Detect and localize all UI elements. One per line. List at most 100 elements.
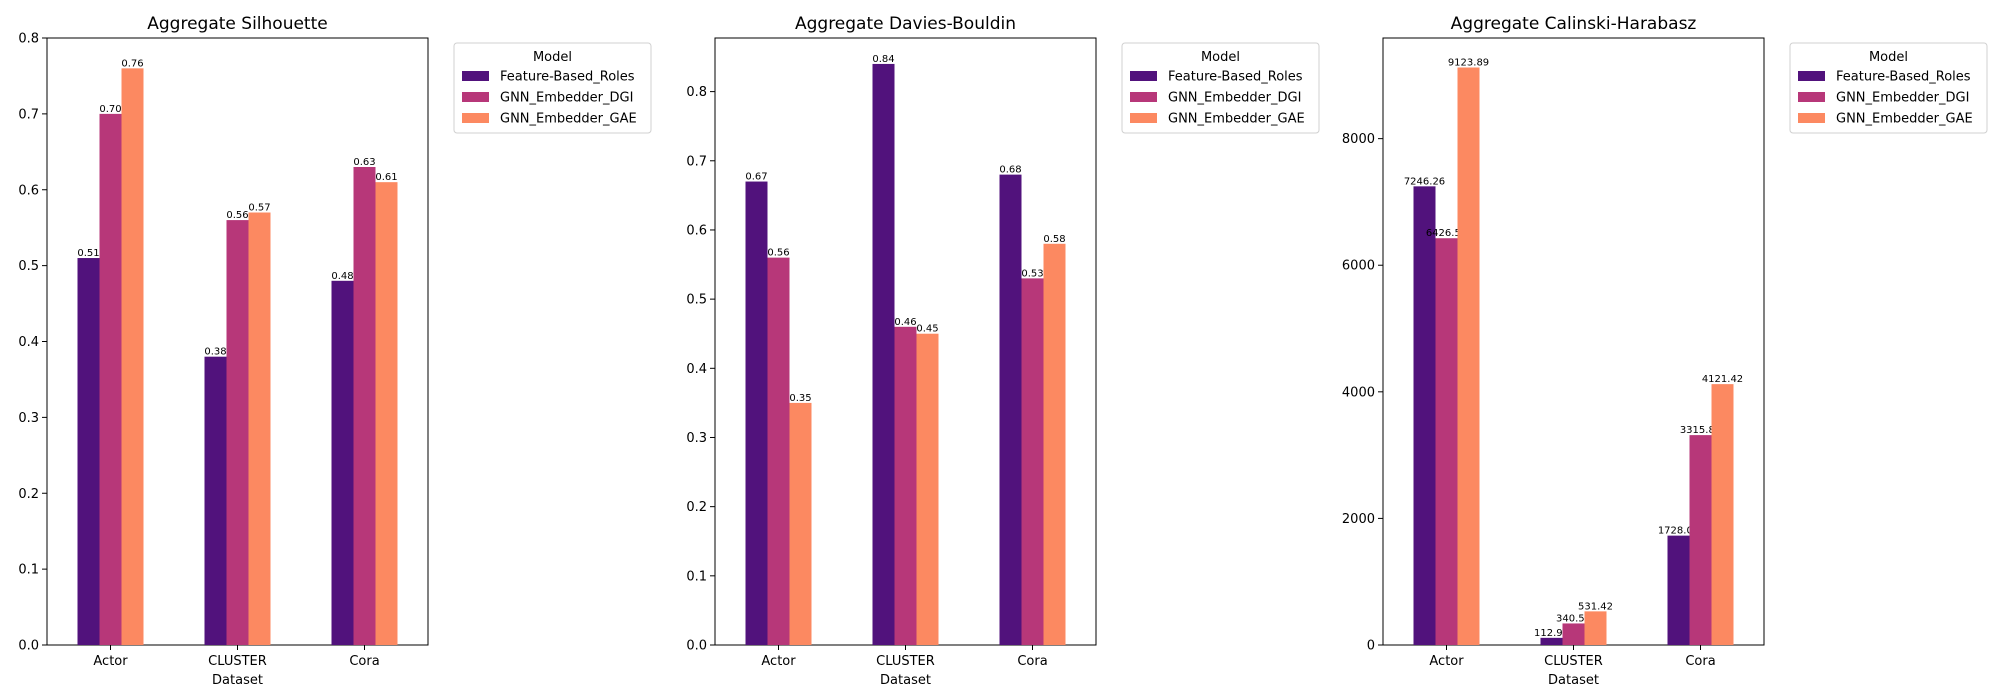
davies-bouldin-chart-panel: Aggregate Davies-Bouldin Dataset Model F…	[686, 14, 1320, 688]
data-label: 0.48	[331, 271, 353, 282]
x-axis-label: Dataset	[212, 673, 263, 688]
legend-label-gnn-embedder-gae: GNN_Embedder_GAE	[500, 112, 637, 127]
data-label: 0.67	[745, 172, 767, 183]
y-tick-label: 0.1	[686, 569, 707, 584]
data-label: 0.53	[1021, 268, 1043, 279]
y-tick-label: 0.2	[686, 500, 707, 515]
x-tick-label-actor: Actor	[761, 654, 796, 669]
legend-label-gnn-embedder-gae: GNN_Embedder_GAE	[1836, 112, 1973, 127]
bar-gnn-embedder-dgi-cora	[1021, 278, 1044, 645]
data-label: 9123.89	[1448, 58, 1489, 69]
x-tick-label-cluster: CLUSTER	[208, 654, 267, 669]
y-tick-label: 0.4	[686, 362, 707, 377]
bar-gnn-embedder-gae-cora	[375, 182, 398, 645]
legend-label-gnn-embedder-dgi: GNN_Embedder_DGI	[1168, 91, 1301, 106]
data-label: 0.58	[1043, 234, 1065, 245]
legend-swatch-gnn-embedder-dgi	[1798, 92, 1825, 102]
legend-title: Model	[533, 50, 572, 65]
y-tick-label: 0.8	[686, 85, 707, 100]
x-tick-label-cluster: CLUSTER	[876, 654, 935, 669]
legend-swatch-feature-based-roles	[1798, 71, 1825, 81]
bar-feature-based-roles-actor	[1413, 186, 1436, 645]
legend-title: Model	[1869, 50, 1908, 65]
data-label: 0.70	[99, 104, 121, 115]
y-tick-label: 0.5	[686, 293, 707, 308]
bar-feature-based-roles-actor	[77, 258, 100, 645]
data-label: 0.84	[872, 54, 894, 65]
bar-feature-based-roles-cluster	[204, 356, 227, 645]
data-label: 112.96	[1534, 628, 1569, 639]
y-tick-label: 0.8	[18, 32, 39, 47]
bar-feature-based-roles-cluster	[1540, 637, 1563, 645]
data-label: 0.45	[916, 324, 938, 335]
legend-label-feature-based-roles: Feature-Based_Roles	[500, 70, 635, 85]
bar-feature-based-roles-actor	[745, 181, 768, 645]
y-tick-label: 0.6	[686, 223, 707, 238]
legend-frame	[1789, 42, 1988, 134]
y-tick-label: 0.0	[18, 639, 39, 654]
y-tick-label: 0.5	[18, 259, 39, 274]
bar-gnn-embedder-gae-cluster	[248, 212, 271, 645]
x-tick-label-cora: Cora	[1685, 654, 1715, 669]
y-tick-label: 6000	[1342, 259, 1375, 274]
bar-gnn-embedder-gae-actor	[789, 402, 812, 645]
legend-frame	[1121, 42, 1320, 134]
bar-feature-based-roles-cora	[999, 174, 1022, 646]
x-tick-label-cora: Cora	[349, 654, 379, 669]
data-label: 6426.50	[1426, 228, 1467, 239]
chart-title: Aggregate Davies-Bouldin	[795, 14, 1016, 34]
y-tick-label: 2000	[1342, 512, 1375, 527]
data-label: 0.63	[353, 157, 375, 168]
bar-gnn-embedder-dgi-actor	[1435, 238, 1458, 645]
y-tick-label: 0.4	[18, 335, 39, 350]
data-label: 4121.42	[1702, 374, 1743, 385]
y-tick-label: 0.7	[18, 107, 39, 122]
legend: Model Feature-Based_Roles GNN_Embedder_D…	[453, 42, 652, 134]
data-label: 7246.26	[1404, 176, 1445, 187]
data-label: 0.57	[248, 203, 270, 214]
x-tick-label-actor: Actor	[93, 654, 128, 669]
data-label: 1728.03	[1658, 526, 1699, 537]
y-tick-label: 0	[1367, 639, 1375, 654]
data-label: 0.68	[999, 165, 1021, 176]
data-label: 0.35	[789, 393, 811, 404]
bar-feature-based-roles-cora	[1667, 535, 1690, 645]
data-label: 0.56	[226, 210, 248, 221]
x-axis-label: Dataset	[1548, 673, 1599, 688]
bar-gnn-embedder-dgi-actor	[767, 257, 790, 645]
legend-label-feature-based-roles: Feature-Based_Roles	[1168, 70, 1303, 85]
legend-swatch-gnn-embedder-dgi	[1130, 92, 1157, 102]
bar-gnn-embedder-dgi-cluster	[894, 326, 917, 645]
chart-title: Aggregate Calinski-Harabasz	[1451, 14, 1697, 34]
x-tick-label-actor: Actor	[1429, 654, 1464, 669]
y-tick-label: 0.6	[18, 183, 39, 198]
legend-label-gnn-embedder-dgi: GNN_Embedder_DGI	[1836, 91, 1969, 106]
data-label: 340.51	[1556, 613, 1591, 624]
silhouette-chart-panel: Aggregate Silhouette Dataset Model Featu…	[18, 14, 652, 688]
data-label: 0.76	[121, 58, 143, 69]
legend-label-feature-based-roles: Feature-Based_Roles	[1836, 70, 1971, 85]
legend-swatch-gnn-embedder-dgi	[462, 92, 489, 102]
legend-swatch-gnn-embedder-gae	[462, 113, 489, 123]
chart-title: Aggregate Silhouette	[147, 14, 327, 34]
y-tick-label: 0.7	[686, 154, 707, 169]
y-tick-label: 4000	[1342, 385, 1375, 400]
legend-title: Model	[1201, 50, 1240, 65]
x-axis-label: Dataset	[880, 673, 931, 688]
bar-gnn-embedder-dgi-cora	[1689, 435, 1712, 645]
legend-frame	[453, 42, 652, 134]
y-tick-label: 0.3	[686, 431, 707, 446]
y-tick-label: 0.3	[18, 411, 39, 426]
bar-feature-based-roles-cora	[331, 280, 354, 645]
bar-gnn-embedder-dgi-cora	[353, 166, 376, 646]
bar-gnn-embedder-gae-actor	[121, 68, 144, 646]
y-tick-label: 0.0	[686, 639, 707, 654]
data-label: 0.38	[204, 347, 226, 358]
legend-label-gnn-embedder-gae: GNN_Embedder_GAE	[1168, 112, 1305, 127]
x-tick-label-cora: Cora	[1017, 654, 1047, 669]
legend-swatch-feature-based-roles	[462, 71, 489, 81]
x-tick-label-cluster: CLUSTER	[1544, 654, 1603, 669]
y-tick-label: 0.2	[18, 487, 39, 502]
data-label: 0.61	[375, 172, 397, 183]
